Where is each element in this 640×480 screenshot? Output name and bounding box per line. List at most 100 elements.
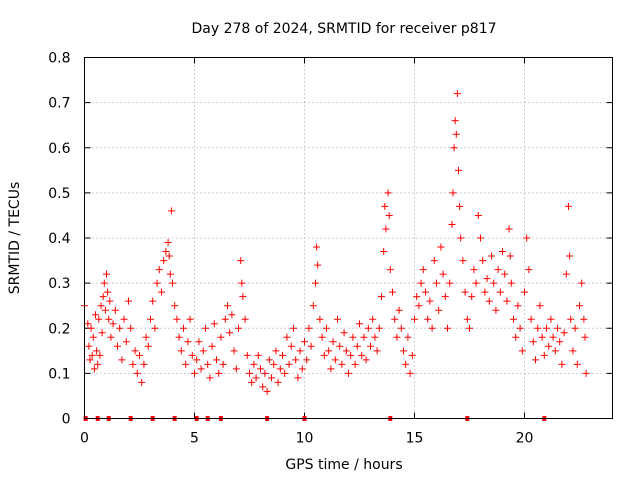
data-point — [510, 315, 517, 323]
plot-frame — [84, 57, 613, 419]
data-point — [567, 315, 575, 323]
data-point — [331, 356, 339, 364]
data-point — [238, 279, 246, 287]
data-point — [193, 356, 201, 364]
data-point — [316, 315, 324, 323]
data-point — [417, 279, 425, 287]
data-point — [100, 279, 108, 287]
data-point — [360, 333, 368, 341]
data-point — [578, 279, 586, 287]
data-point — [307, 342, 315, 350]
y-tick-label: 0.7 — [48, 96, 70, 112]
data-point — [560, 329, 568, 337]
data-point — [404, 333, 412, 341]
data-point — [373, 347, 381, 355]
data-point — [367, 342, 374, 350]
data-point — [422, 288, 429, 296]
data-point — [456, 202, 464, 210]
data-point — [270, 360, 278, 368]
data-point — [133, 369, 141, 377]
data-point — [490, 279, 498, 287]
data-point — [393, 333, 401, 341]
data-point — [362, 356, 370, 364]
data-point — [527, 315, 535, 323]
data-point — [505, 225, 513, 233]
data-point — [512, 333, 520, 341]
y-tick-label: 0.4 — [48, 231, 70, 247]
data-point — [309, 302, 317, 310]
data-point — [536, 302, 544, 310]
data-point — [327, 365, 335, 373]
data-point — [86, 356, 94, 364]
y-tick-label: 0.6 — [48, 141, 70, 157]
data-point — [138, 378, 146, 386]
data-point — [226, 329, 234, 337]
data-point — [499, 248, 506, 256]
data-point — [164, 239, 172, 247]
data-point — [241, 315, 249, 323]
data-point — [479, 257, 487, 265]
data-point — [342, 347, 350, 355]
data-point — [279, 351, 286, 359]
data-point — [494, 266, 502, 274]
data-point — [453, 90, 461, 98]
data-point — [274, 378, 282, 386]
data-point — [382, 225, 390, 233]
data-point — [281, 369, 289, 377]
data-point — [483, 275, 491, 283]
data-point — [532, 356, 539, 364]
data-point — [375, 324, 383, 332]
data-point — [268, 374, 275, 382]
data-point — [84, 320, 92, 328]
data-point — [380, 248, 388, 256]
x-tick-label: 15 — [406, 431, 424, 447]
data-point — [294, 374, 302, 382]
data-point — [538, 333, 546, 341]
data-point — [571, 324, 579, 332]
data-point — [90, 365, 98, 373]
data-point — [397, 324, 405, 332]
y-tick-label: 0.3 — [48, 276, 70, 292]
data-point — [329, 338, 337, 346]
data-point — [287, 342, 295, 350]
data-point — [151, 324, 159, 332]
data-point — [166, 270, 174, 278]
data-point — [305, 324, 313, 332]
data-point — [210, 320, 218, 328]
data-point — [114, 342, 121, 350]
data-point — [142, 333, 150, 341]
data-point — [158, 288, 165, 296]
grid-lines — [84, 57, 613, 419]
data-point — [345, 369, 352, 377]
data-point — [545, 342, 553, 350]
data-point — [466, 324, 473, 332]
data-point — [318, 333, 326, 341]
data-point — [167, 207, 175, 215]
data-point — [406, 369, 414, 377]
data-point — [415, 302, 423, 310]
data-point — [569, 347, 577, 355]
data-point — [213, 356, 220, 364]
data-point — [292, 356, 300, 364]
data-point — [496, 288, 504, 296]
data-point — [96, 351, 104, 359]
data-point — [518, 347, 526, 355]
data-point — [389, 288, 396, 296]
y-tick-label: 0.8 — [48, 51, 70, 67]
data-point — [202, 324, 209, 332]
data-point — [261, 369, 269, 377]
data-point — [364, 324, 372, 332]
data-point — [386, 266, 394, 274]
data-point — [408, 351, 416, 359]
data-point — [120, 315, 128, 323]
x-tick-label: 0 — [80, 431, 89, 447]
data-point — [265, 356, 273, 364]
data-point — [582, 369, 590, 377]
data-point — [336, 342, 344, 350]
data-point — [195, 338, 203, 346]
data-point — [507, 279, 515, 287]
data-point — [246, 369, 253, 377]
data-point — [276, 365, 284, 373]
data-point — [468, 293, 476, 301]
data-point — [191, 369, 198, 377]
